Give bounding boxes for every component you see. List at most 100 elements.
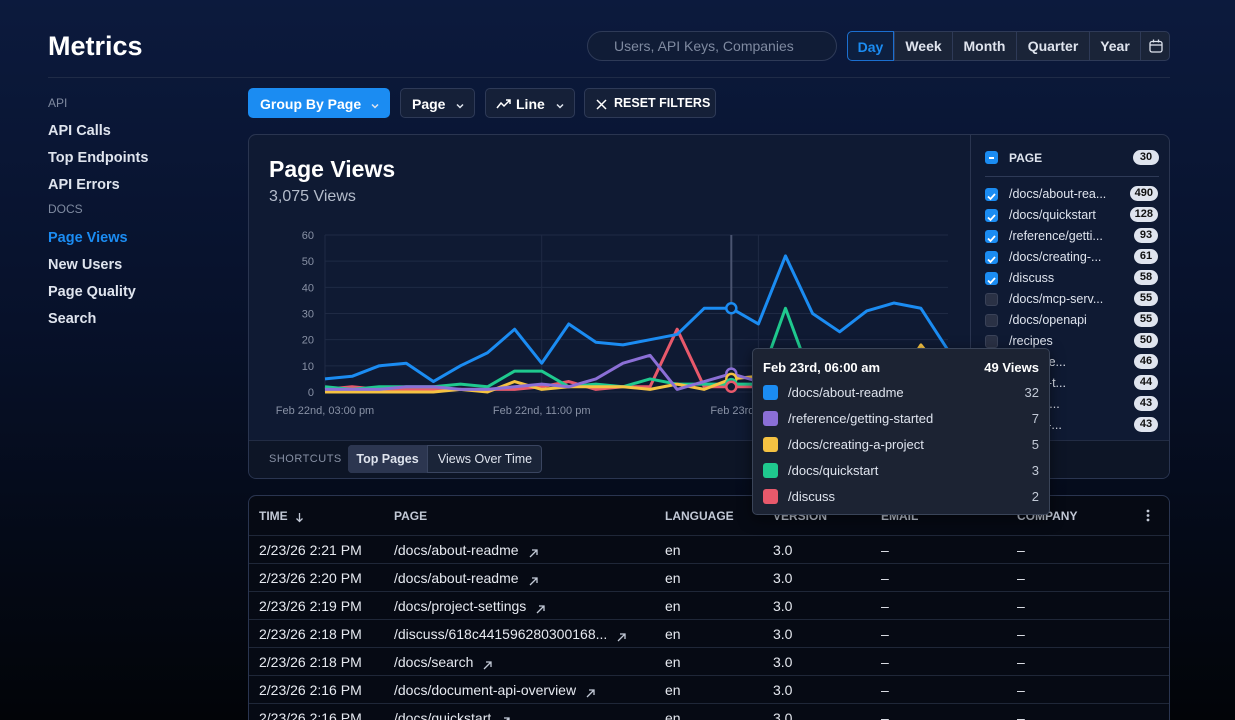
tooltip-value: 5 (1031, 437, 1039, 452)
count-badge: 61 (1134, 249, 1158, 264)
filter-button[interactable]: RESET FILTERS (584, 88, 716, 118)
count-badge: 490 (1129, 186, 1158, 201)
filter-button[interactable]: Page (400, 88, 475, 118)
page-name[interactable]: /docs/creating-... (1009, 250, 1102, 264)
external-link-icon (586, 685, 595, 703)
series-line (324, 254, 950, 384)
count-badge: 128 (1129, 207, 1158, 222)
range-button[interactable]: Year (1089, 31, 1140, 61)
checkbox[interactable] (985, 230, 998, 243)
row-divider (249, 703, 1169, 704)
check (987, 235, 996, 243)
trend-icon (496, 99, 511, 109)
count-badge: 44 (1134, 375, 1158, 390)
checkbox[interactable] (985, 209, 998, 222)
y-tick-label: 50 (302, 256, 314, 268)
filter-label: Group By Page (260, 96, 362, 112)
chevron (555, 98, 565, 116)
divider (985, 176, 1159, 177)
page-name[interactable]: /recipes (1009, 334, 1053, 348)
sidebar-link[interactable]: API Errors (48, 177, 120, 193)
table-cell: 2/23/26 2:19 PM (259, 598, 362, 614)
trend-icon (496, 97, 511, 115)
sidebar-link[interactable]: API Calls (48, 123, 111, 139)
range-button[interactable]: Month (952, 31, 1016, 61)
page-name[interactable]: /docs/mcp-serv... (1009, 292, 1104, 306)
page-name[interactable]: /docs/openapi (1009, 313, 1087, 327)
sidebar-link[interactable]: Page Quality (48, 284, 136, 300)
shortcut-button[interactable]: Top Pages (348, 445, 427, 473)
table-cell: – (881, 654, 889, 670)
external-link-icon (536, 605, 545, 614)
table-cell: en (665, 542, 681, 558)
table-cell: 3.0 (773, 710, 793, 720)
sidebar-link[interactable]: New Users (48, 257, 123, 273)
checkbox[interactable] (985, 272, 998, 285)
sidebar-link[interactable]: Search (48, 311, 97, 327)
checkbox[interactable] (985, 188, 998, 201)
checkbox[interactable] (985, 251, 998, 264)
page-name[interactable]: /discuss (1009, 271, 1055, 285)
row-divider (249, 563, 1169, 564)
divider (48, 77, 1170, 78)
column-header[interactable]: TIME (259, 509, 288, 523)
tooltip-swatch (763, 463, 778, 478)
table-cell: 2/23/26 2:18 PM (259, 654, 362, 670)
filter-button[interactable]: Group By Page (248, 88, 390, 118)
count-badge: 46 (1134, 354, 1158, 369)
range-button[interactable]: Quarter (1016, 31, 1089, 61)
range-button[interactable]: Day (847, 31, 894, 61)
filter-button[interactable]: Line (485, 88, 575, 118)
y-tick-label: 10 (302, 361, 314, 373)
table-cell[interactable]: /docs/about-readme (394, 542, 519, 558)
table-cell[interactable]: /docs/quickstart (394, 710, 492, 720)
table-cell: 2/23/26 2:16 PM (259, 682, 362, 698)
table-cell: – (881, 626, 889, 642)
row-divider (249, 591, 1169, 592)
check (987, 214, 996, 222)
tooltip-value: 7 (1031, 411, 1039, 426)
table-cell[interactable]: /docs/document-api-overview (394, 682, 577, 698)
table-cell: en (665, 598, 681, 614)
chevron (455, 98, 465, 116)
search-box[interactable] (587, 31, 837, 61)
y-tick-label: 30 (302, 309, 314, 321)
checkbox[interactable] (985, 151, 998, 164)
table-cell[interactable]: /docs/project-settings (394, 598, 527, 614)
table-cell: – (881, 542, 889, 558)
external-link-icon (617, 633, 626, 642)
checkbox[interactable] (985, 314, 998, 327)
external-link-icon (529, 573, 538, 591)
table-cell[interactable]: /docs/about-readme (394, 570, 519, 586)
tooltip-title: Feb 23rd, 06:00 am (763, 360, 881, 375)
table-cell: – (881, 682, 889, 698)
checkbox[interactable] (985, 293, 998, 306)
table-cell: – (1017, 710, 1025, 720)
table-cell: – (1017, 626, 1025, 642)
range-button[interactable]: Week (894, 31, 952, 61)
table-cell: 3.0 (773, 626, 793, 642)
checkbox[interactable] (985, 335, 998, 348)
page-name[interactable]: /reference/getti... (1009, 229, 1103, 243)
column-header[interactable]: LANGUAGE (665, 509, 734, 523)
table-cell[interactable]: /docs/search (394, 654, 474, 670)
external-link-icon (586, 689, 595, 698)
shortcut-button[interactable]: Views Over Time (427, 445, 542, 473)
search-placeholder: Users, API Keys, Companies (614, 38, 794, 54)
more-icon (1146, 509, 1150, 527)
row-divider (249, 675, 1169, 676)
sidebar-link[interactable]: Page Views (48, 230, 128, 246)
table-cell: 2/23/26 2:20 PM (259, 570, 362, 586)
table-cell: en (665, 654, 681, 670)
external-link-icon (536, 601, 545, 619)
count-badge: 30 (1133, 150, 1159, 165)
filter-label: Line (516, 96, 545, 112)
page-name[interactable]: /docs/quickstart (1009, 208, 1096, 222)
page-name[interactable]: /docs/about-rea... (1009, 187, 1107, 201)
table-cell: 2/23/26 2:21 PM (259, 542, 362, 558)
table-cell[interactable]: /discuss/618c441596280300168... (394, 626, 608, 642)
tooltip-swatch (763, 437, 778, 452)
tooltip-swatch (763, 489, 778, 504)
sidebar-link[interactable]: Top Endpoints (48, 150, 149, 166)
column-header[interactable]: PAGE (394, 509, 428, 523)
